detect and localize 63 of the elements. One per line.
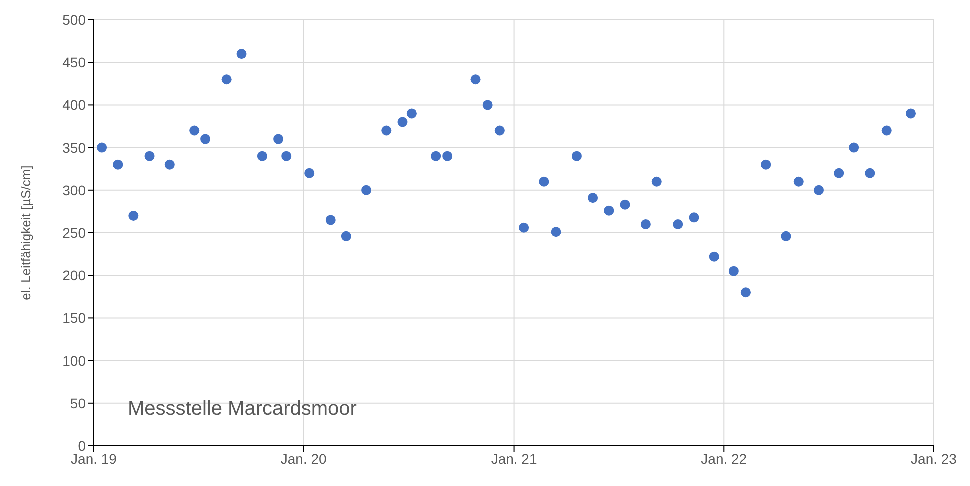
point: [494, 126, 505, 136]
point: [906, 108, 916, 119]
y-tick-label: 250: [62, 224, 86, 241]
point: [640, 219, 651, 230]
point: [882, 126, 892, 136]
point: [326, 215, 336, 226]
point: [398, 117, 408, 128]
y-tick-label: 450: [62, 54, 86, 71]
point: [761, 160, 772, 170]
point: [781, 231, 792, 242]
x-tick-label: Jan. 20: [280, 450, 328, 467]
point: [97, 142, 108, 153]
y-tick-label: 100: [62, 352, 86, 369]
point: [834, 168, 844, 178]
point: [814, 185, 824, 196]
y-tick-label: 50: [70, 395, 86, 412]
point: [572, 151, 582, 162]
point: [128, 210, 139, 221]
point: [406, 108, 417, 119]
x-tick-label: Jan. 22: [701, 450, 748, 467]
point: [274, 134, 284, 144]
point: [709, 252, 720, 262]
annotation: Messstelle Marcardsmoor: [128, 398, 357, 421]
point: [673, 219, 684, 230]
y-axis-title: el. Leitfähigkeit [µS/cm]: [18, 166, 34, 300]
point: [482, 100, 493, 110]
point: [442, 151, 453, 162]
point: [740, 288, 751, 298]
y-tick-label: 200: [62, 268, 86, 284]
point: [849, 142, 860, 153]
point: [304, 168, 315, 178]
y-tick-label: 350: [62, 140, 86, 156]
point: [164, 160, 175, 170]
y-tick-label: 400: [62, 97, 86, 114]
y-tick-label: 500: [62, 12, 86, 28]
point: [222, 74, 232, 85]
point: [341, 231, 352, 242]
point: [588, 193, 598, 204]
point: [604, 206, 614, 216]
point: [865, 168, 876, 178]
point: [652, 176, 662, 187]
point: [794, 176, 804, 187]
x-tick-label: Jan. 21: [491, 450, 538, 467]
point: [200, 134, 211, 144]
point: [382, 126, 392, 136]
point: [620, 200, 630, 210]
y-tick-label: 300: [62, 182, 86, 198]
point: [113, 160, 124, 170]
y-tick-label: 150: [62, 310, 86, 326]
point: [551, 227, 562, 238]
point: [144, 151, 155, 162]
point: [190, 126, 200, 136]
point: [689, 212, 700, 223]
point: [362, 185, 372, 196]
point: [539, 176, 550, 187]
point: [431, 151, 442, 162]
point: [282, 151, 292, 162]
point: [236, 49, 247, 60]
point: [470, 74, 481, 85]
x-tick-label: Jan. 23: [911, 450, 958, 467]
point: [257, 151, 268, 162]
point: [728, 266, 739, 276]
point: [519, 222, 530, 233]
